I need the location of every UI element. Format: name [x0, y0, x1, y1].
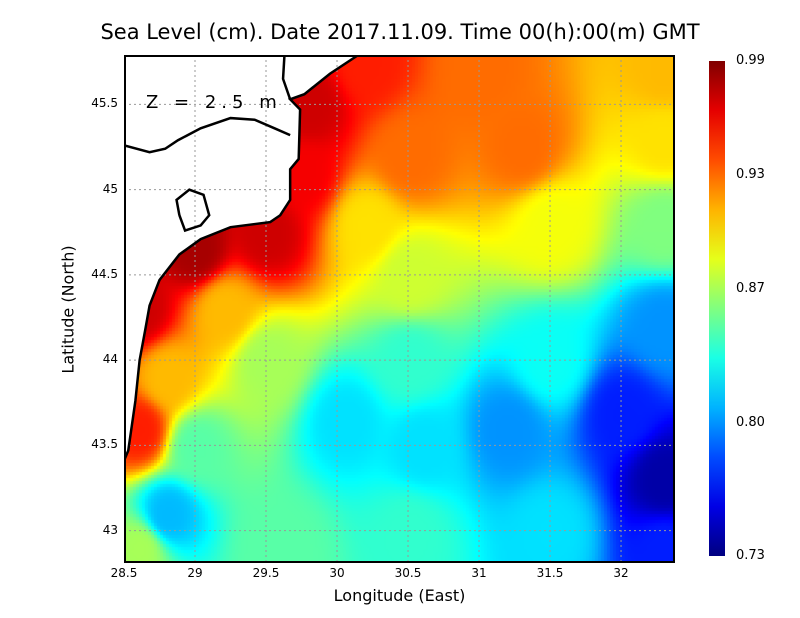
plot-title: Sea Level (cm). Date 2017.11.09. Time 00…	[100, 20, 700, 44]
y-tick-label: 43	[102, 522, 118, 537]
colorbar-tick-label: 0.93	[736, 167, 765, 183]
x-tick-label: 28.5	[110, 566, 138, 580]
x-tick-label: 29.5	[252, 566, 280, 580]
x-tick-label: 29	[187, 566, 203, 580]
x-tick-label: 30.5	[394, 566, 422, 580]
y-axis-label: Latitude (North)	[58, 245, 78, 374]
colorbar-tick-label: 0.87	[736, 281, 765, 297]
inland-shoreline	[175, 188, 211, 233]
coastline	[124, 55, 360, 462]
y-tick-label: 43.5	[91, 437, 118, 452]
x-axis-label: Longitude (East)	[333, 586, 466, 605]
inland-shoreline	[281, 55, 292, 100]
x-tick-label: 30	[329, 566, 345, 580]
x-tick-label: 32	[613, 566, 629, 580]
x-tick-label: 31.5	[536, 566, 564, 580]
colorbar-tick-label: 0.99	[736, 53, 765, 68]
colorbar-tick-label: 0.73	[736, 548, 765, 563]
map-overlay	[124, 55, 675, 563]
depth-label: Z = 2.5 m	[146, 92, 282, 113]
y-tick-label: 45	[102, 181, 118, 196]
x-tick-label: 31	[471, 566, 487, 580]
map-plot-area	[124, 55, 675, 563]
y-tick-label: 45.5	[91, 96, 118, 111]
colorbar-tick-label: 0.80	[736, 414, 765, 430]
inland-shoreline	[124, 116, 291, 154]
land-mask	[124, 55, 359, 461]
colorbar	[709, 61, 725, 556]
plot-frame	[124, 55, 675, 563]
y-tick-label: 44.5	[91, 266, 118, 281]
y-tick-label: 44	[102, 352, 118, 367]
